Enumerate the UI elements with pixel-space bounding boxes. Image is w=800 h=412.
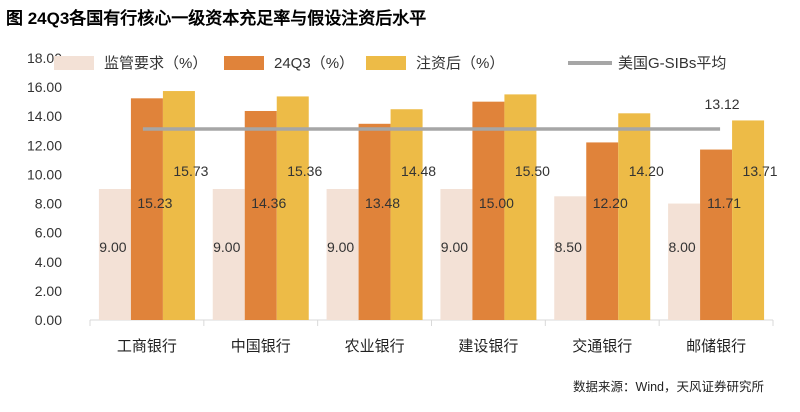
legend-swatch (54, 56, 94, 70)
data-label-requirement: 9.00 (441, 239, 468, 255)
legend-label: 注资后（%） (416, 55, 504, 72)
y-tick-label: 0.00 (35, 312, 62, 328)
y-tick-label: 14.00 (27, 108, 62, 124)
data-label-q3: 15.00 (479, 195, 514, 211)
x-category-label: 工商银行 (117, 338, 177, 355)
source-note: 数据来源：Wind，天风证券研究所 (573, 380, 764, 394)
data-label-q3: 14.36 (251, 195, 286, 211)
data-label-q3: 12.20 (593, 195, 628, 211)
bar-after (618, 113, 651, 320)
bar-requirement (98, 189, 131, 320)
bar-q3 (586, 142, 619, 320)
x-category-label: 中国银行 (231, 338, 291, 355)
data-label-after: 13.71 (743, 163, 778, 179)
legend-label: 24Q3（%） (274, 55, 354, 72)
y-tick-label: 8.00 (35, 196, 62, 212)
bar-q3 (244, 110, 277, 320)
data-label-q3: 15.23 (137, 195, 172, 211)
data-label-after: 15.50 (515, 163, 550, 179)
gsib-line-label: 13.12 (705, 96, 740, 112)
bar-requirement (668, 203, 701, 320)
data-label-after: 15.73 (173, 163, 208, 179)
data-label-q3: 11.71 (707, 195, 741, 211)
y-tick-label: 6.00 (35, 225, 62, 241)
bar-q3 (130, 98, 163, 321)
y-tick-label: 18.00 (27, 50, 62, 66)
x-category-label: 交通银行 (572, 337, 632, 355)
bar-after (732, 120, 765, 321)
bar-q3 (700, 149, 733, 320)
data-label-q3: 13.48 (365, 195, 400, 211)
bar-q3 (358, 123, 391, 321)
data-label-after: 14.20 (629, 163, 664, 179)
bar-requirement (554, 196, 587, 320)
bar-after (390, 109, 423, 320)
data-label-after: 15.36 (287, 163, 322, 179)
data-label-requirement: 8.50 (555, 239, 582, 255)
legend-label: 监管要求（%） (104, 55, 207, 72)
legend-label: 美国G-SIBs平均 (618, 55, 726, 72)
y-tick-label: 12.00 (27, 137, 62, 153)
figure-title: 图 24Q3各国有行核心一级资本充足率与假设注资后水平 (6, 9, 427, 28)
x-category-label: 建设银行 (458, 338, 518, 355)
data-label-requirement: 9.00 (99, 239, 126, 255)
x-category-label: 农业银行 (345, 338, 405, 355)
y-tick-label: 10.00 (27, 166, 62, 182)
x-category-label: 邮储银行 (686, 338, 746, 355)
data-label-after: 14.48 (401, 163, 436, 179)
data-label-requirement: 9.00 (327, 239, 354, 255)
data-label-requirement: 8.00 (668, 239, 695, 255)
bar-requirement (440, 189, 473, 320)
y-tick-label: 2.00 (35, 283, 62, 299)
bar-q3 (472, 101, 505, 321)
bar-requirement (326, 189, 359, 320)
y-tick-label: 4.00 (35, 254, 62, 270)
bar-requirement (212, 189, 245, 320)
legend-swatch (224, 56, 264, 70)
y-tick-label: 16.00 (27, 79, 62, 95)
bar-after (276, 96, 309, 320)
data-label-requirement: 9.00 (213, 239, 240, 255)
legend-swatch (366, 56, 406, 70)
bar-after (504, 94, 537, 320)
